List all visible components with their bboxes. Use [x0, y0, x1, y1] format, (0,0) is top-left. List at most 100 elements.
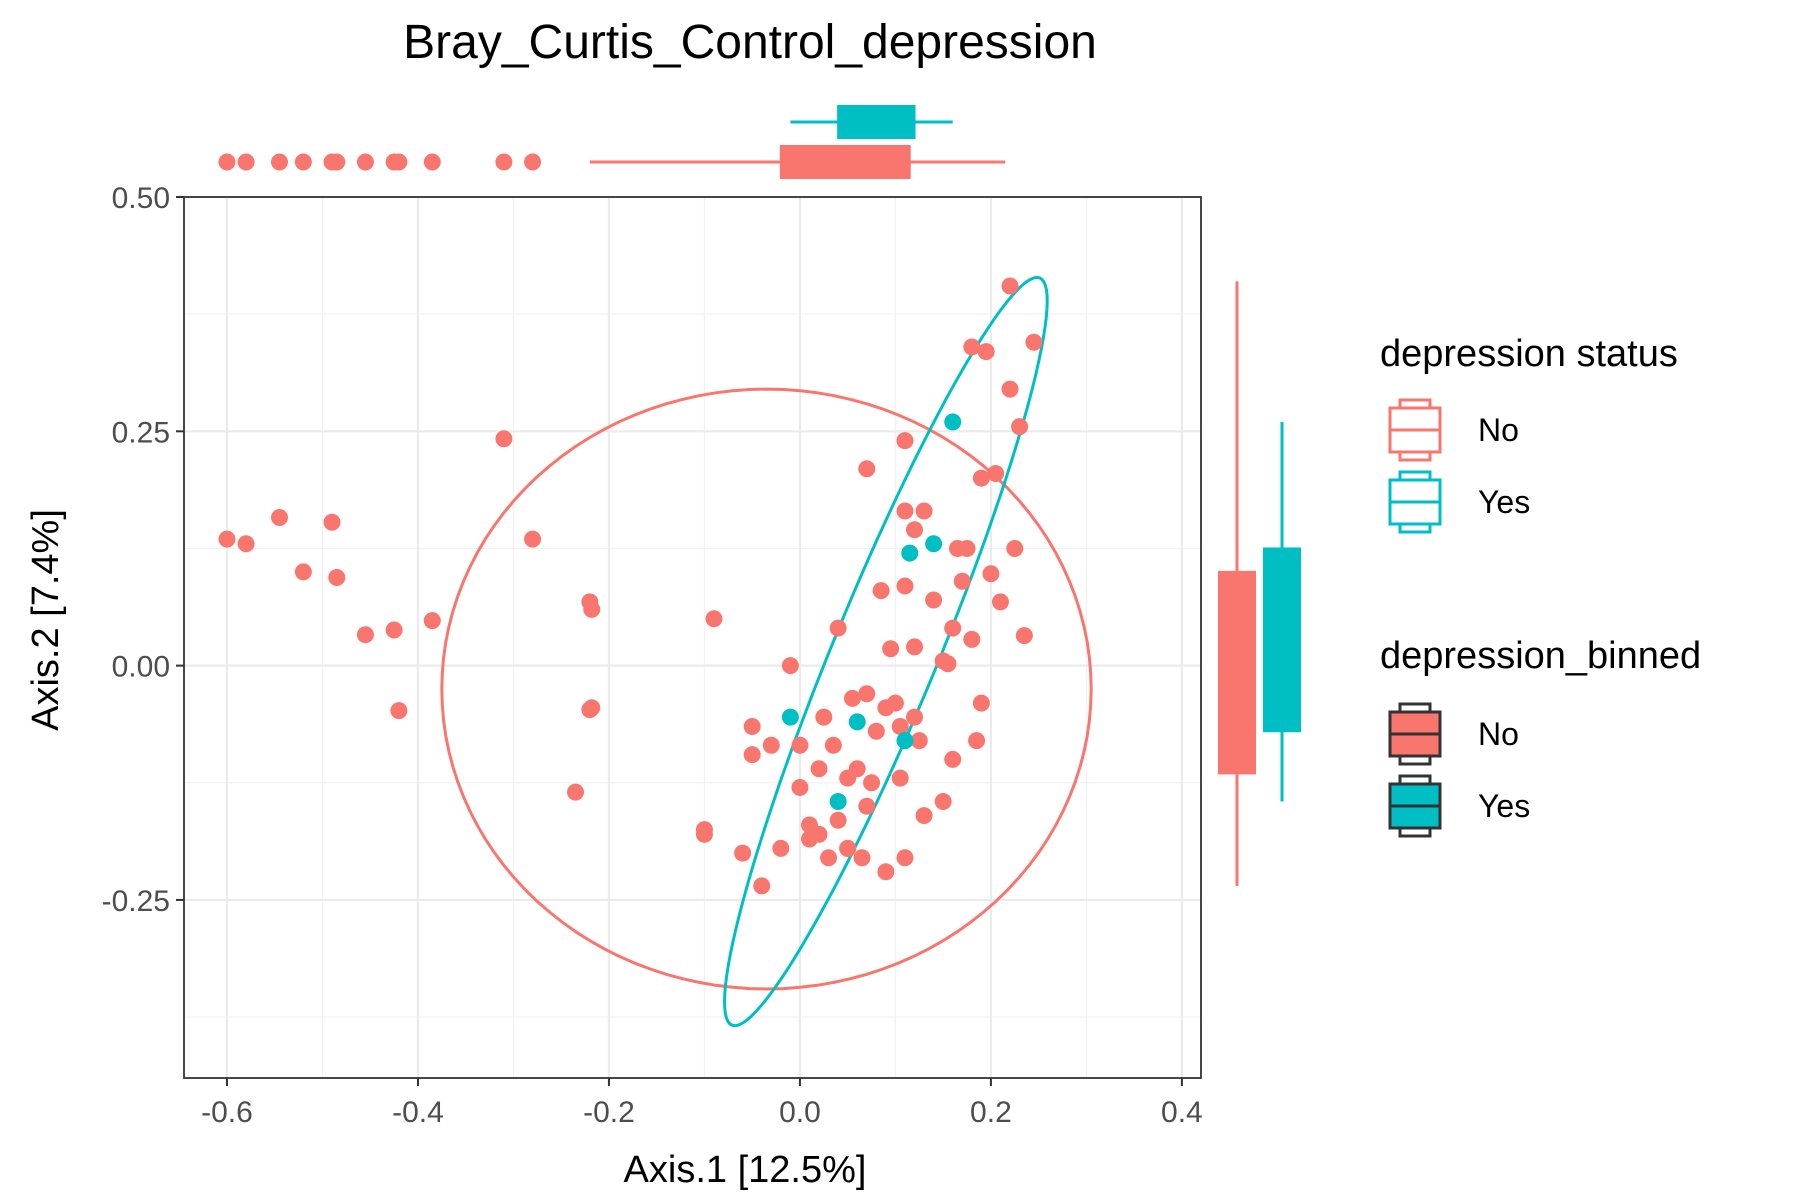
point-yes — [896, 732, 914, 750]
marginal-x-outlier-no — [495, 153, 513, 171]
point-no — [963, 338, 981, 356]
legend-key-status-no — [1388, 398, 1442, 462]
point-no — [762, 736, 780, 754]
point-yes — [925, 535, 943, 553]
point-no — [963, 630, 981, 648]
point-no — [910, 732, 928, 750]
point-no — [934, 793, 952, 811]
point-no — [829, 619, 847, 637]
point-no — [567, 783, 585, 801]
point-yes — [848, 713, 866, 731]
point-no — [1006, 539, 1024, 557]
point-no — [882, 640, 900, 658]
point-no — [896, 502, 914, 520]
point-no — [858, 797, 876, 815]
point-no — [820, 849, 838, 867]
point-no — [734, 844, 752, 862]
point-no — [218, 530, 236, 548]
point-no — [843, 689, 861, 707]
x-tick-label: -0.2 — [583, 1096, 635, 1129]
point-no — [853, 849, 871, 867]
marginal-x-box-no — [779, 145, 911, 179]
point-no — [1001, 277, 1019, 295]
point-no — [328, 569, 346, 587]
point-no — [896, 577, 914, 595]
point-no — [886, 694, 904, 712]
point-no — [824, 736, 842, 754]
point-no — [906, 708, 924, 726]
legend-title-depression-status: depression status — [1380, 333, 1678, 375]
marginal-y-box-yes — [1263, 547, 1301, 733]
x-tick-label: 0.4 — [1161, 1096, 1203, 1129]
legend: depression status No Yes depression_binn… — [1380, 333, 1701, 838]
point-no — [867, 722, 885, 740]
y-tick-label: 0.00 — [112, 651, 170, 684]
marginal-x-outlier-no — [356, 153, 374, 171]
point-no — [390, 702, 408, 720]
point-no — [753, 877, 771, 895]
point-no — [524, 530, 542, 548]
legend-label-binned-no: No — [1478, 716, 1519, 752]
point-no — [815, 708, 833, 726]
point-no — [972, 694, 990, 712]
marginal-x-outlier-no — [270, 153, 288, 171]
point-no — [781, 657, 799, 675]
point-no — [915, 502, 933, 520]
legend-key-binned-no — [1388, 702, 1442, 766]
marginal-x-outlier-no — [328, 153, 346, 171]
point-no — [743, 746, 761, 764]
marginal-x-outlier-no — [237, 153, 255, 171]
plot-panel-border — [183, 196, 1202, 1079]
y-axis-label: Axis.2 [7.4%] — [25, 509, 67, 731]
point-no — [237, 535, 255, 553]
y-tick-label: 0.25 — [112, 416, 170, 449]
point-no — [858, 460, 876, 478]
point-no — [858, 685, 876, 703]
minor-gridlines — [184, 197, 1201, 1078]
point-yes — [944, 413, 962, 431]
point-no — [810, 825, 828, 843]
point-no — [385, 621, 403, 639]
x-tick-label: 0.0 — [779, 1096, 821, 1129]
point-no — [495, 430, 513, 448]
marginal-y-boxplots — [1218, 281, 1301, 886]
point-no — [772, 839, 790, 857]
point-no — [1011, 418, 1029, 436]
y-tick-label: -0.25 — [102, 885, 170, 918]
point-no — [863, 774, 881, 792]
point-yes — [829, 793, 847, 811]
marginal-x-outlier-no — [294, 153, 312, 171]
point-no — [1015, 627, 1033, 645]
legend-label-status-no: No — [1478, 412, 1519, 448]
point-no — [944, 619, 962, 637]
marginal-x-boxplots — [218, 105, 1006, 179]
y-tick-label: 0.50 — [112, 182, 170, 215]
point-no — [987, 464, 1005, 482]
point-no — [356, 626, 374, 644]
point-no — [848, 760, 866, 778]
marginal-y-box-no — [1218, 570, 1256, 775]
plot-panel-background — [184, 197, 1201, 1078]
x-axis-label: Axis.1 [12.5%] — [624, 1149, 867, 1191]
marginal-x-outlier-no — [218, 153, 236, 171]
marginal-x-outlier-no — [524, 153, 542, 171]
point-no — [1001, 380, 1019, 398]
point-no — [877, 863, 895, 881]
point-no — [583, 600, 601, 618]
point-no — [977, 343, 995, 361]
point-no — [968, 732, 986, 750]
point-yes — [901, 544, 919, 562]
point-no — [915, 807, 933, 825]
point-no — [791, 736, 809, 754]
group-ellipses — [440, 275, 1093, 1028]
point-no — [872, 582, 890, 600]
point-no — [829, 811, 847, 829]
point-yes — [781, 708, 799, 726]
data-points — [218, 277, 1043, 895]
legend-key-binned-yes — [1388, 774, 1442, 838]
point-no — [953, 572, 971, 590]
ellipse-yes — [722, 275, 1049, 1028]
point-no — [891, 718, 909, 736]
point-no — [939, 655, 957, 673]
point-no — [743, 718, 761, 736]
